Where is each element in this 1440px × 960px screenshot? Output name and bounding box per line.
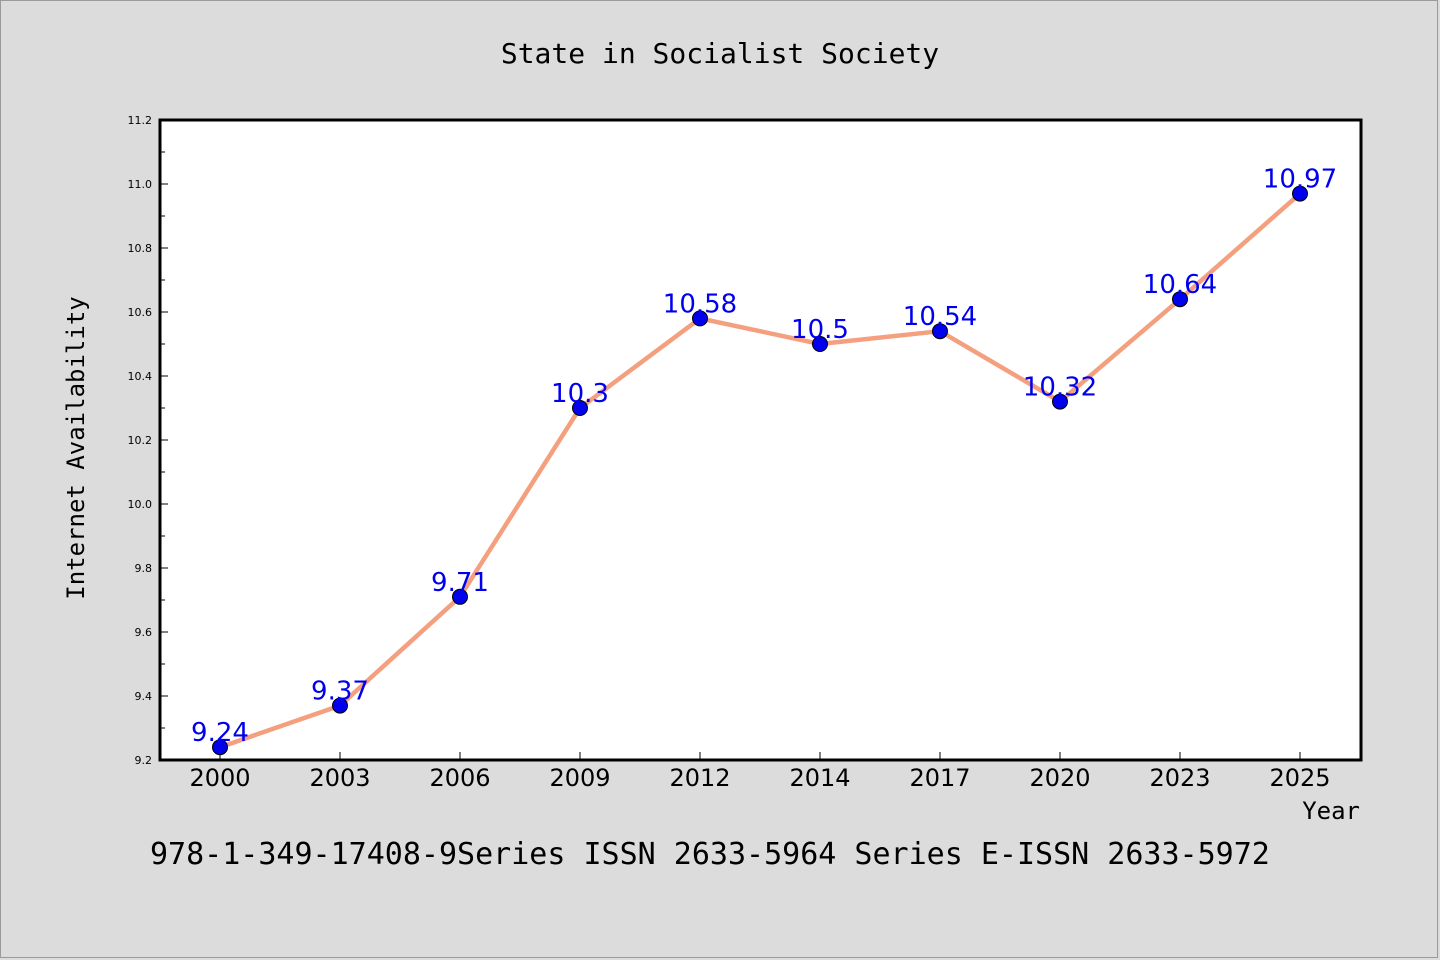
y-axis-label: Internet Availability: [62, 296, 90, 599]
chart-title: State in Socialist Society: [501, 37, 939, 70]
x-tick-label: 2023: [1149, 764, 1210, 792]
y-tick-label: 9.4: [135, 690, 153, 703]
x-axis-label: Year: [1302, 797, 1360, 825]
y-tick-label: 10.0: [128, 498, 153, 511]
x-tick-label: 2014: [789, 764, 850, 792]
x-tick-label: 2000: [189, 764, 250, 792]
data-point: [812, 336, 828, 352]
data-point: [452, 588, 468, 605]
data-label: 10.64: [1143, 270, 1217, 300]
data-point: [692, 310, 708, 327]
y-tick-label: 10.2: [128, 434, 153, 447]
data-label: 10.3: [551, 379, 609, 409]
y-tick-label: 9.8: [135, 562, 153, 575]
x-tick-label: 2009: [549, 764, 610, 792]
y-tick-label: 11.2: [128, 114, 153, 127]
data-label: 10.58: [663, 289, 737, 319]
x-tick-label: 2003: [309, 764, 370, 792]
data-point: [1172, 291, 1188, 308]
y-tick-label: 9.2: [135, 754, 153, 767]
data-point: [1292, 185, 1308, 202]
data-point: [1052, 393, 1068, 410]
x-tick-label: 2012: [669, 764, 730, 792]
x-tick-label: 2025: [1269, 764, 1330, 792]
footer-isbn-text: 978-1-349-17408-9Series ISSN 2633-5964 S…: [150, 837, 1270, 872]
data-point: [932, 323, 948, 340]
data-labels: 9.24 9.37 9.71 10.3 10.58 10.5 10.54 10.32 10.64…: [191, 165, 1337, 749]
data-label: 10.97: [1263, 165, 1337, 195]
x-tick-label: 2017: [909, 764, 970, 792]
x-tick-label: 2020: [1029, 764, 1090, 792]
data-point: [572, 400, 588, 416]
data-label: 10.54: [903, 302, 977, 332]
y-tick-label: 9.6: [135, 626, 153, 639]
data-point: [332, 697, 348, 714]
x-tick-label: 2006: [429, 764, 490, 792]
y-axis: 9.2 9.4 9.6 9.8 10.0 10.2 10.4 10.6 10.8 11.0 11.2: [128, 114, 168, 767]
x-axis: 2000 2003 2006 2009 2012 2014 2017 2020 2023 2025: [189, 752, 1331, 792]
data-label: 10.32: [1023, 373, 1097, 403]
series-line: [219, 191, 1302, 750]
series-layer: [212, 185, 1308, 756]
y-tick-label: 10.8: [128, 242, 153, 255]
y-tick-label: 11.0: [128, 178, 153, 191]
y-tick-label: 10.4: [128, 370, 153, 383]
plot-area: [158, 118, 1363, 762]
data-label: 9.71: [431, 568, 489, 598]
data-point: [212, 739, 228, 756]
data-label: 9.37: [311, 677, 369, 707]
data-label: 10.5: [791, 315, 849, 345]
y-tick-label: 10.6: [128, 306, 153, 319]
data-label: 9.24: [191, 718, 249, 748]
